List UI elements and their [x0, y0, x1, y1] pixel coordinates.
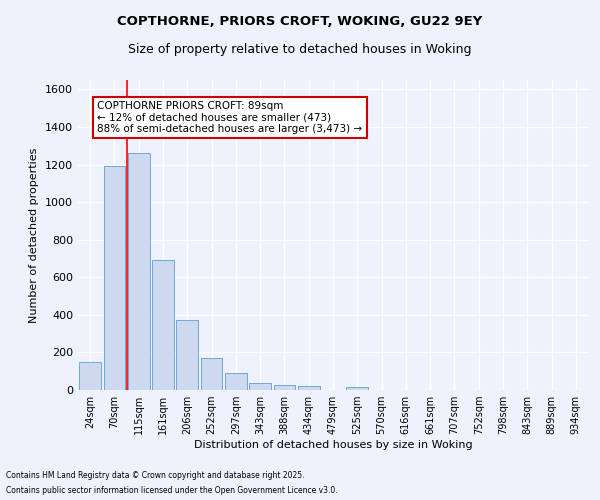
Bar	[225, 373, 247, 390]
Bar	[298, 386, 320, 390]
Bar	[79, 362, 101, 390]
Bar	[104, 166, 125, 390]
Bar	[274, 386, 295, 390]
Bar	[249, 384, 271, 390]
Text: Size of property relative to detached houses in Woking: Size of property relative to detached ho…	[128, 42, 472, 56]
Bar	[200, 358, 223, 390]
Bar	[152, 260, 174, 390]
Bar	[346, 387, 368, 390]
X-axis label: Distribution of detached houses by size in Woking: Distribution of detached houses by size …	[194, 440, 472, 450]
Text: Contains public sector information licensed under the Open Government Licence v3: Contains public sector information licen…	[6, 486, 338, 495]
Y-axis label: Number of detached properties: Number of detached properties	[29, 148, 40, 322]
Bar	[176, 320, 198, 390]
Text: COPTHORNE, PRIORS CROFT, WOKING, GU22 9EY: COPTHORNE, PRIORS CROFT, WOKING, GU22 9E…	[118, 15, 482, 28]
Bar	[128, 154, 149, 390]
Text: COPTHORNE PRIORS CROFT: 89sqm
← 12% of detached houses are smaller (473)
88% of : COPTHORNE PRIORS CROFT: 89sqm ← 12% of d…	[97, 100, 362, 134]
Text: Contains HM Land Registry data © Crown copyright and database right 2025.: Contains HM Land Registry data © Crown c…	[6, 471, 305, 480]
